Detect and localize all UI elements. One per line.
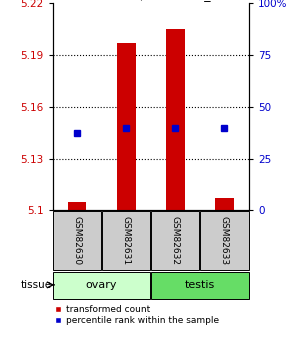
Bar <box>166 29 184 210</box>
Text: testis: testis <box>185 280 215 290</box>
Text: ovary: ovary <box>86 280 117 290</box>
Text: GSM82631: GSM82631 <box>122 216 131 265</box>
Legend: transformed count, percentile rank within the sample: transformed count, percentile rank withi… <box>53 305 219 325</box>
Text: tissue: tissue <box>20 280 52 290</box>
Bar <box>68 202 86 210</box>
Bar <box>117 43 136 210</box>
Bar <box>151 272 248 299</box>
Bar <box>53 272 150 299</box>
Bar <box>53 211 101 270</box>
Bar <box>102 211 150 270</box>
Bar <box>215 198 234 210</box>
Title: GDS2223 / 1449223_at: GDS2223 / 1449223_at <box>78 0 223 1</box>
Text: GSM82630: GSM82630 <box>73 216 82 265</box>
Text: GSM82633: GSM82633 <box>220 216 229 265</box>
Bar <box>200 211 248 270</box>
Text: GSM82632: GSM82632 <box>171 216 180 265</box>
Bar <box>151 211 200 270</box>
